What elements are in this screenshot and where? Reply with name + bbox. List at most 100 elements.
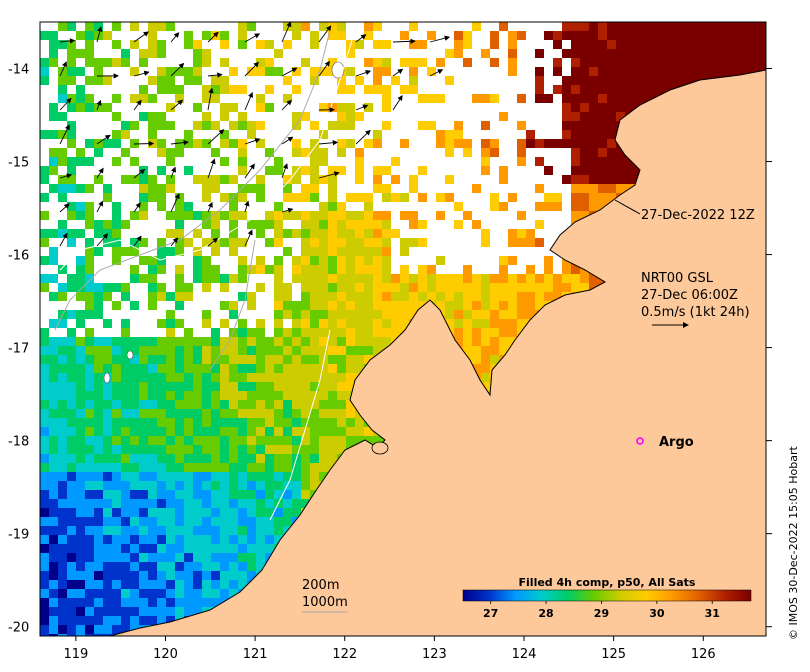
sst-cell [544,139,553,148]
sst-cell [598,58,607,67]
sst-cell [517,292,526,301]
sst-cell [85,445,94,454]
sst-cell [472,184,481,193]
sst-cell [301,211,310,220]
sst-cell [58,490,67,499]
sst-cell [139,238,148,247]
current-vector-arrow [133,168,146,179]
sst-cell [526,274,535,283]
sst-cell [130,580,139,589]
sst-cell [139,445,148,454]
sst-cell [112,571,121,580]
sst-cell [193,445,202,454]
sst-cell [166,463,175,472]
sst-cell [103,346,112,355]
sst-cell [319,103,328,112]
sst-cell [256,526,265,535]
sst-cell [310,481,319,490]
sst-cell [85,157,94,166]
sst-cell [571,103,580,112]
sst-cell [265,355,274,364]
sst-cell [301,328,310,337]
sst-cell [481,283,490,292]
sst-cell [211,517,220,526]
sst-cell [49,103,58,112]
sst-cell [499,112,508,121]
sst-cell [67,598,76,607]
sst-cell [76,229,85,238]
sst-cell [310,328,319,337]
sst-cell [49,589,58,598]
sst-cell [76,499,85,508]
sst-cell [103,607,112,616]
sst-cell [130,409,139,418]
sst-cell [463,283,472,292]
sst-cell [220,58,229,67]
sst-cell [130,481,139,490]
sst-cell [364,103,373,112]
sst-cell [238,409,247,418]
lon-tick-label: 120 [153,647,178,662]
sst-cell [175,580,184,589]
sst-cell [58,382,67,391]
sst-cell [571,175,580,184]
sst-cell [355,292,364,301]
sst-cell [184,328,193,337]
sst-cell [337,238,346,247]
sst-cell [247,544,256,553]
sst-cell [112,355,121,364]
sst-cell [472,301,481,310]
sst-cell [85,544,94,553]
sst-cell [265,103,274,112]
sst-cell [337,328,346,337]
sst-cell [220,544,229,553]
sst-cell [184,283,193,292]
sst-cell [346,85,355,94]
sst-cell [283,94,292,103]
sst-cell [598,49,607,58]
sst-cell [157,238,166,247]
sst-cell [319,427,328,436]
sst-cell [184,598,193,607]
sst-cell [76,319,85,328]
sst-cell [184,427,193,436]
sst-cell [346,328,355,337]
sst-cell [292,418,301,427]
sst-cell [148,391,157,400]
sst-cell [616,94,625,103]
sst-cell [571,148,580,157]
sst-cell [535,67,544,76]
sst-cell [292,175,301,184]
sst-cell [337,436,346,445]
sst-cell [76,418,85,427]
sst-cell [274,418,283,427]
sst-cell [571,112,580,121]
sst-cell [517,301,526,310]
sst-cell [238,544,247,553]
sst-cell [319,355,328,364]
sst-cell [148,409,157,418]
sst-cell [238,346,247,355]
sst-cell [193,472,202,481]
sst-cell [220,283,229,292]
sst-cell [580,31,589,40]
sst-cell [85,526,94,535]
sst-cell [103,319,112,328]
sst-cell [67,580,76,589]
sst-cell [688,67,697,76]
sst-cell [634,85,643,94]
sst-cell [121,499,130,508]
sst-cell [130,454,139,463]
sst-cell [481,139,490,148]
sst-cell [211,400,220,409]
sst-cell [220,418,229,427]
sst-cell [103,427,112,436]
sst-cell [553,31,562,40]
sst-cell [355,175,364,184]
sst-cell [67,202,76,211]
sst-cell [544,94,553,103]
sst-cell [274,337,283,346]
imos-credit: © IMOS 30-Dec-2022 15:05 Hobart [787,445,800,640]
sst-cell [229,247,238,256]
sst-cell [202,193,211,202]
